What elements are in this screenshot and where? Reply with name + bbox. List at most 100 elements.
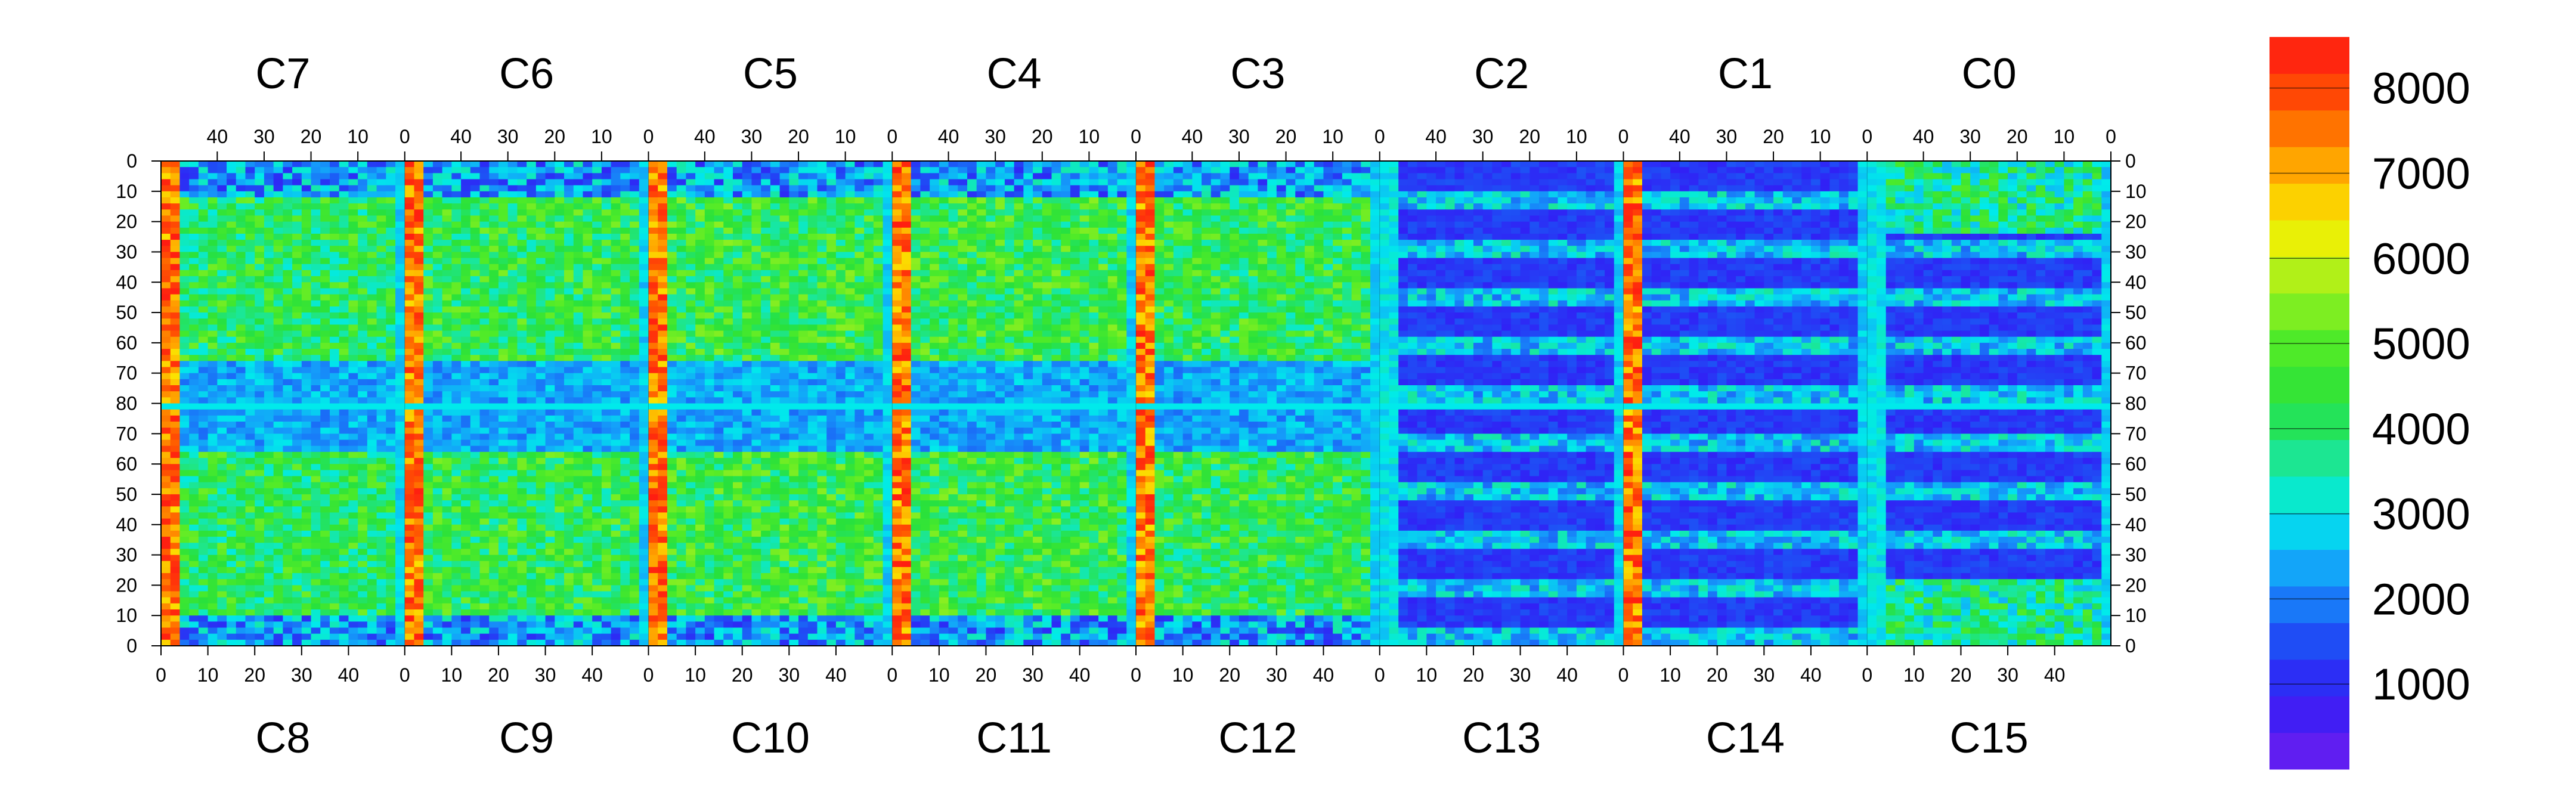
heatmap-cell xyxy=(1482,252,1493,259)
heatmap-cell xyxy=(1202,173,1212,180)
heatmap-cell xyxy=(939,240,949,246)
heatmap-cell xyxy=(2073,191,2083,198)
heatmap-cell xyxy=(1370,270,1380,277)
heatmap-cell xyxy=(620,282,630,289)
heatmap-cell xyxy=(714,185,724,192)
heatmap-cell xyxy=(414,282,424,289)
heatmap-cell xyxy=(630,264,640,271)
heatmap-cell xyxy=(1764,203,1774,210)
heatmap-cell xyxy=(264,185,274,192)
heatmap-cell xyxy=(1314,179,1324,186)
heatmap-cell xyxy=(976,270,987,277)
heatmap-cell xyxy=(386,191,396,198)
heatmap-cell xyxy=(1482,227,1493,234)
heatmap-cell xyxy=(414,288,424,295)
heatmap-cell xyxy=(198,191,209,198)
heatmap-cell xyxy=(1173,233,1184,240)
heatmap-cell xyxy=(967,215,977,222)
heatmap-cell xyxy=(1698,276,1708,283)
heatmap-cell xyxy=(1839,215,1849,222)
heatmap-cell xyxy=(1989,288,1999,295)
heatmap-cell xyxy=(245,161,255,168)
heatmap-cell xyxy=(2036,185,2046,192)
heatmap-cell xyxy=(901,227,912,234)
heatmap-cell xyxy=(2082,203,2093,210)
heatmap-cell xyxy=(1295,264,1305,271)
heatmap-cell xyxy=(911,191,921,198)
heatmap-cell xyxy=(470,264,481,271)
heatmap-cell xyxy=(958,252,968,259)
heatmap-cell xyxy=(301,173,312,180)
heatmap-cell xyxy=(1539,185,1549,192)
heatmap-cell xyxy=(1951,240,1962,246)
heatmap-cell xyxy=(2073,173,2083,180)
heatmap-cell xyxy=(817,258,827,265)
heatmap-cell xyxy=(1745,294,1755,301)
heatmap-cell xyxy=(1210,246,1221,253)
heatmap-cell xyxy=(704,300,715,307)
heatmap-cell xyxy=(1792,161,1802,168)
heatmap-cell xyxy=(1661,197,1671,204)
heatmap-cell xyxy=(535,197,546,204)
heatmap-cell xyxy=(1651,191,1661,198)
heatmap-cell xyxy=(1979,197,1990,204)
heatmap-cell xyxy=(714,203,724,210)
heatmap-cell xyxy=(555,215,565,222)
heatmap-cell xyxy=(423,227,434,234)
heatmap-cell xyxy=(1070,252,1080,259)
heatmap-cell xyxy=(592,203,602,210)
heatmap-cell xyxy=(592,227,602,234)
heatmap-cell xyxy=(1839,161,1849,168)
heatmap-cell xyxy=(1482,246,1493,253)
heatmap-cell xyxy=(1051,209,1061,216)
heatmap-cell xyxy=(1801,294,1812,301)
heatmap-cell xyxy=(864,300,874,307)
heatmap-cell xyxy=(1164,294,1174,301)
heatmap-cell xyxy=(1267,270,1277,277)
heatmap-cell xyxy=(1342,221,1352,228)
heatmap-cell xyxy=(1745,227,1755,234)
heatmap-cell xyxy=(1923,270,1933,277)
heatmap-cell xyxy=(1961,191,1971,198)
heatmap-cell xyxy=(676,258,686,265)
heatmap-cell xyxy=(630,240,640,246)
heatmap-cell xyxy=(798,191,809,198)
heatmap-cell xyxy=(1539,288,1549,295)
heatmap-cell xyxy=(1510,179,1521,186)
heatmap-cell xyxy=(564,233,574,240)
heatmap-cell xyxy=(1876,246,1887,253)
heatmap-cell xyxy=(648,173,658,180)
heatmap-cell xyxy=(1782,282,1793,289)
heatmap-cell xyxy=(1857,252,1868,259)
heatmap-cell xyxy=(2064,276,2074,283)
heatmap-cell xyxy=(479,258,490,265)
heatmap-cell xyxy=(658,246,668,253)
heatmap-cell xyxy=(723,209,733,216)
heatmap-cell xyxy=(1726,240,1736,246)
heatmap-cell xyxy=(1286,197,1296,204)
heatmap-cell xyxy=(1351,161,1361,168)
heatmap-cell xyxy=(1454,161,1465,168)
heatmap-cell xyxy=(1548,264,1559,271)
heatmap-cell xyxy=(1210,221,1221,228)
heatmap-cell xyxy=(835,294,846,301)
heatmap-cell xyxy=(986,209,996,216)
heatmap-cell xyxy=(1595,276,1605,283)
heatmap-cell xyxy=(2082,294,2093,301)
heatmap-cell xyxy=(573,264,584,271)
heatmap-cell xyxy=(2073,264,2083,271)
heatmap-cell xyxy=(1867,173,1877,180)
heatmap-cell xyxy=(1473,197,1484,204)
heatmap-cell xyxy=(1970,270,1980,277)
heatmap-cell xyxy=(1885,240,1896,246)
heatmap-cell xyxy=(2026,252,2036,259)
heatmap-cell xyxy=(1089,233,1099,240)
heatmap-cell xyxy=(1398,276,1408,283)
heatmap-cell xyxy=(1839,203,1849,210)
heatmap-cell xyxy=(414,300,424,307)
heatmap-cell xyxy=(1698,209,1708,216)
heatmap-cell xyxy=(948,270,958,277)
heatmap-cell xyxy=(1792,185,1802,192)
heatmap-cell xyxy=(1379,288,1390,295)
heatmap-cell xyxy=(489,179,499,186)
